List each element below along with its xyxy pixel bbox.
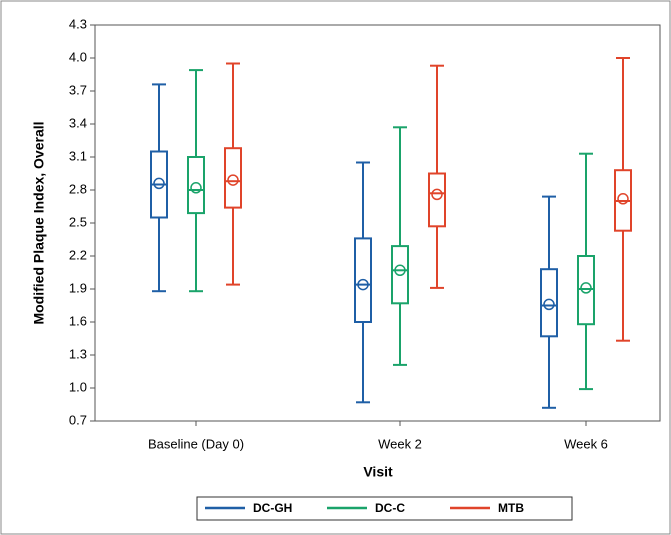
- y-tick-label: 0.7: [69, 412, 87, 427]
- mean-marker: [190, 182, 202, 194]
- legend-box: [196, 496, 573, 521]
- y-tick-label: 1.0: [69, 379, 87, 394]
- mean-marker: [580, 282, 592, 294]
- mean-marker: [227, 174, 239, 186]
- y-axis-title: Modified Plaque Index, Overall: [31, 121, 47, 324]
- box: [187, 156, 205, 215]
- y-tick-label: 2.5: [69, 214, 87, 229]
- y-tick-label: 1.3: [69, 346, 87, 361]
- y-tick-label: 1.9: [69, 280, 87, 295]
- mean-marker: [431, 188, 443, 201]
- y-tick-label: 3.4: [69, 115, 87, 130]
- y-tick-label: 4.3: [69, 16, 87, 31]
- x-tick-label: Baseline (Day 0): [148, 436, 244, 451]
- box: [540, 268, 558, 338]
- y-tick-label: 2.2: [69, 247, 87, 262]
- legend-label: DC-C: [375, 501, 405, 515]
- mean-marker: [543, 298, 555, 311]
- mean-marker: [153, 177, 165, 190]
- y-tick-label: 2.8: [69, 181, 87, 196]
- mean-marker: [394, 264, 406, 277]
- mean-marker: [617, 193, 629, 205]
- y-tick-label: 4.0: [69, 49, 87, 64]
- x-axis-title: Visit: [363, 464, 393, 480]
- mean-marker: [357, 278, 369, 291]
- legend-label: DC-GH: [253, 501, 292, 515]
- box: [577, 255, 595, 326]
- y-tick-label: 1.6: [69, 313, 87, 328]
- plot-area: [94, 24, 661, 422]
- x-tick-label: Week 2: [378, 436, 422, 451]
- legend-label: MTB: [498, 501, 524, 515]
- y-tick-label: 3.7: [69, 82, 87, 97]
- box: [224, 147, 242, 209]
- y-tick-label: 3.1: [69, 148, 87, 163]
- x-tick-label: Week 6: [564, 436, 608, 451]
